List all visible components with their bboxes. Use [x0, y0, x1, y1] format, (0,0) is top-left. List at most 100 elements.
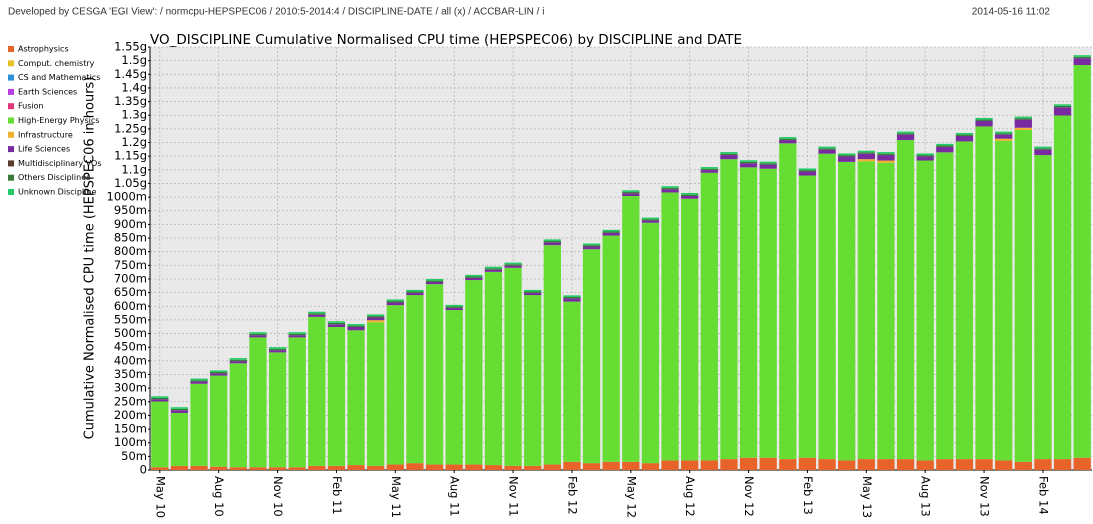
bar-segment: [1034, 459, 1052, 470]
bar-segment: [1014, 116, 1032, 119]
bar-segment: [406, 291, 424, 293]
bar-segment: [681, 193, 699, 195]
chart-title: VO_DISCIPLINE Cumulative Normalised CPU …: [150, 32, 742, 48]
bar-segment: [465, 280, 483, 465]
bar-segment: [1014, 461, 1032, 470]
legend-label: Astrophysics: [18, 45, 69, 54]
bar-segment: [877, 459, 895, 470]
bar-segment: [661, 192, 679, 461]
bar-segment: [936, 152, 954, 460]
bar-segment: [1014, 118, 1032, 120]
bar-segment: [759, 457, 777, 470]
bar-segment: [681, 196, 699, 199]
bar-segment: [975, 119, 993, 121]
bar-segment: [210, 372, 228, 374]
bar-segment: [1053, 107, 1072, 116]
bar-segment: [288, 335, 306, 338]
bar-segment: [425, 280, 444, 282]
x-tick-label: Nov 11: [507, 476, 521, 517]
bar-segment: [1014, 127, 1032, 130]
y-tick-label: 600m: [114, 299, 147, 313]
bar-segment: [916, 160, 934, 461]
bar-segment: [779, 138, 797, 141]
bar-segment: [563, 295, 581, 297]
bar-segment: [818, 459, 836, 470]
bar-segment: [563, 461, 581, 470]
bar-segment: [170, 408, 189, 411]
bar-segment: [838, 161, 856, 461]
bar-segment: [249, 335, 267, 338]
bar-segment: [308, 311, 326, 314]
bar-segment: [582, 246, 601, 250]
bar-segment: [229, 467, 247, 470]
bar-segment: [367, 320, 385, 323]
bar-segment: [367, 314, 385, 317]
bar-segment: [779, 137, 797, 139]
bar-segment: [504, 262, 522, 265]
bar-segment: [268, 352, 287, 468]
bar-segment: [877, 155, 895, 161]
bar-segment: [445, 304, 463, 307]
bar-segment: [955, 459, 974, 470]
bar-segment: [700, 172, 718, 461]
legend-swatch: [8, 131, 14, 138]
bar-segment: [347, 465, 365, 470]
y-tick-label: 1.3g: [121, 108, 147, 122]
y-axis-label: Cumulative Normalised CPU time (HEPSPEC0…: [83, 77, 98, 440]
y-tick-label: 250m: [114, 394, 147, 408]
bar-segment: [367, 317, 385, 321]
x-tick-label: Aug 11: [448, 476, 462, 517]
bar-segment: [739, 457, 758, 470]
y-tick-label: 900m: [114, 217, 147, 231]
bar-segment: [916, 460, 934, 470]
bar-segment: [661, 189, 679, 193]
bar-segment: [857, 153, 875, 160]
bar-segment: [896, 134, 915, 141]
bar-segment: [739, 167, 758, 458]
bar-segment: [602, 229, 620, 232]
bar-segment: [1073, 457, 1091, 470]
bar-segment: [190, 381, 208, 384]
bar-segment: [249, 332, 267, 334]
bar-segment: [857, 150, 875, 153]
bar-segment: [504, 264, 522, 266]
bar-segment: [779, 143, 797, 460]
bar-segment: [582, 243, 601, 246]
bar-segment: [995, 140, 1013, 461]
bar-segment: [798, 168, 817, 171]
bar-segment: [504, 267, 522, 466]
bar-segment: [936, 459, 954, 470]
bar-segment: [622, 193, 640, 197]
bar-segment: [268, 350, 287, 353]
y-tick-label: 50m: [121, 449, 147, 463]
bar-segment: [1014, 129, 1032, 462]
legend-label: CS and Mathematics: [18, 73, 100, 82]
bar-segment: [170, 412, 189, 466]
bar-segment: [151, 397, 169, 400]
bar-segment: [406, 289, 424, 292]
bar-segment: [641, 463, 660, 470]
y-tick-label: 1.5g: [121, 53, 147, 67]
bar-segment: [229, 363, 247, 468]
bar-segment: [779, 140, 797, 144]
y-tick-label: 1.35g: [114, 94, 147, 108]
bar-segment: [1053, 104, 1072, 106]
bar-segment: [1034, 148, 1052, 150]
bar-segment: [700, 167, 718, 169]
bar-segment: [995, 460, 1013, 470]
x-tick-label: Aug 12: [683, 476, 697, 517]
y-tick-label: 1.2g: [121, 135, 147, 149]
bar-segment: [170, 465, 189, 470]
bar-segment: [190, 378, 208, 381]
bar-segment: [739, 160, 758, 162]
bar-segment: [700, 168, 718, 171]
bar-segment: [524, 289, 542, 292]
bar-segment: [818, 148, 836, 150]
bar-segment: [739, 163, 758, 168]
x-tick-label: Feb 13: [801, 476, 815, 515]
bar-segment: [955, 134, 974, 136]
bar-segment: [190, 383, 208, 466]
bar-segment: [524, 295, 542, 466]
bar-segment: [720, 155, 738, 160]
